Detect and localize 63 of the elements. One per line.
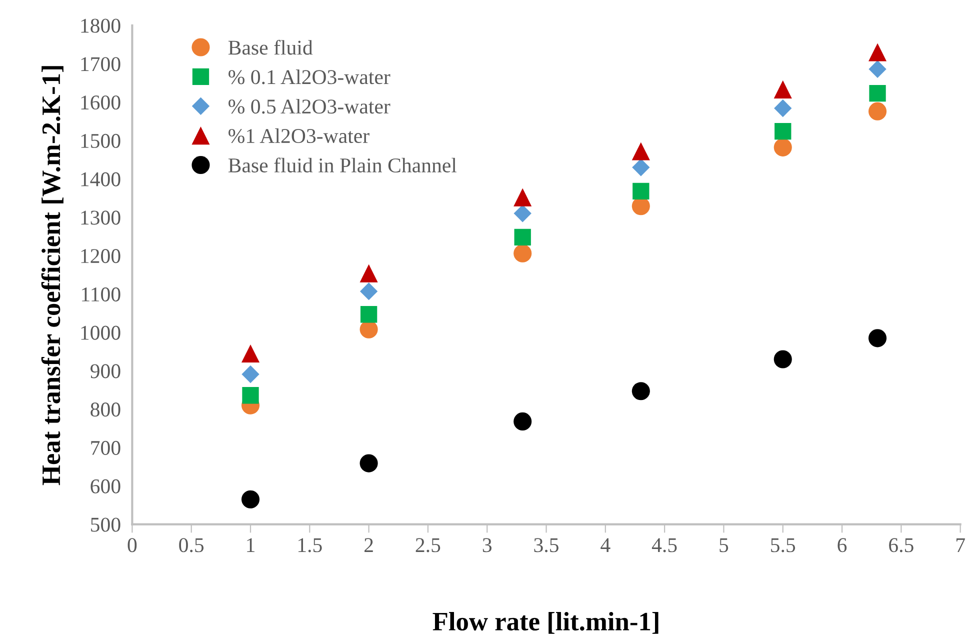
legend-label: %1 Al2O3-water [228,128,370,144]
legend-label: Base fluid in Plain Channel [228,158,457,172]
y-tick-label: 1600 [81,95,120,110]
point [632,382,650,400]
x-tick-label: 3.5 [534,538,558,552]
point [514,412,532,430]
y-tick-label: 800 [90,402,120,417]
point [868,43,887,62]
point [514,244,532,262]
x-tick-label: 2.5 [416,538,440,552]
x-tick-label: 6.5 [889,538,914,552]
x-tick-label: 3 [482,538,492,552]
y-tick-label: 1100 [82,287,120,302]
point [868,102,887,120]
y-tick-label: 900 [90,364,120,378]
y-tick-label: 700 [91,440,120,455]
y-tick-label: 1700 [81,57,120,72]
x-tick-label: 1.5 [298,538,322,552]
x-tick-label: 7 [956,538,965,552]
y-tick-label: 600 [90,479,120,494]
point [868,60,886,78]
point [774,122,792,140]
point [774,80,792,98]
point [632,142,650,160]
point [360,306,378,323]
y-tick-label: 1000 [81,326,120,340]
point [241,344,260,363]
point [514,204,532,222]
y-tick-label: 1800 [81,18,120,33]
y-tick-label: 1300 [81,210,120,225]
point [868,329,887,348]
point [360,454,378,472]
point [869,84,886,102]
x-axis-title: Flow rate [lit.min-1] [432,612,658,634]
x-tick-label: 4.5 [652,538,677,552]
point [774,99,792,118]
y-tick-label: 1400 [81,172,120,186]
x-tick-label: 1 [247,538,254,552]
point [632,158,650,176]
point [514,228,531,246]
point [514,188,532,206]
point [632,182,650,200]
y-tick-label: 500 [91,518,120,532]
x-tick-label: 0.5 [179,538,204,552]
point [360,264,378,282]
x-tick-label: 4 [600,538,610,552]
legend-label: Base fluid [228,40,313,55]
legend-label: % 0.1 Al2O3-water [228,70,390,84]
y-tick-label: 1500 [81,134,120,148]
x-tick-label: 5 [720,538,728,552]
point [774,350,792,368]
y-axis-title: Heat transfer coefficient [W.m-2.K-1] [41,66,64,486]
x-tick-label: 2 [364,538,373,552]
point [360,282,378,300]
x-tick-label: 6 [838,538,847,552]
point [774,138,792,156]
y-tick-label: 1200 [81,249,120,264]
point [242,365,260,384]
legend-label: % 0.5 Al2O3-water [228,98,390,114]
point [241,490,260,508]
x-tick-label: 0 [128,538,137,552]
x-tick-label: 5.5 [771,538,796,552]
point [242,387,259,404]
